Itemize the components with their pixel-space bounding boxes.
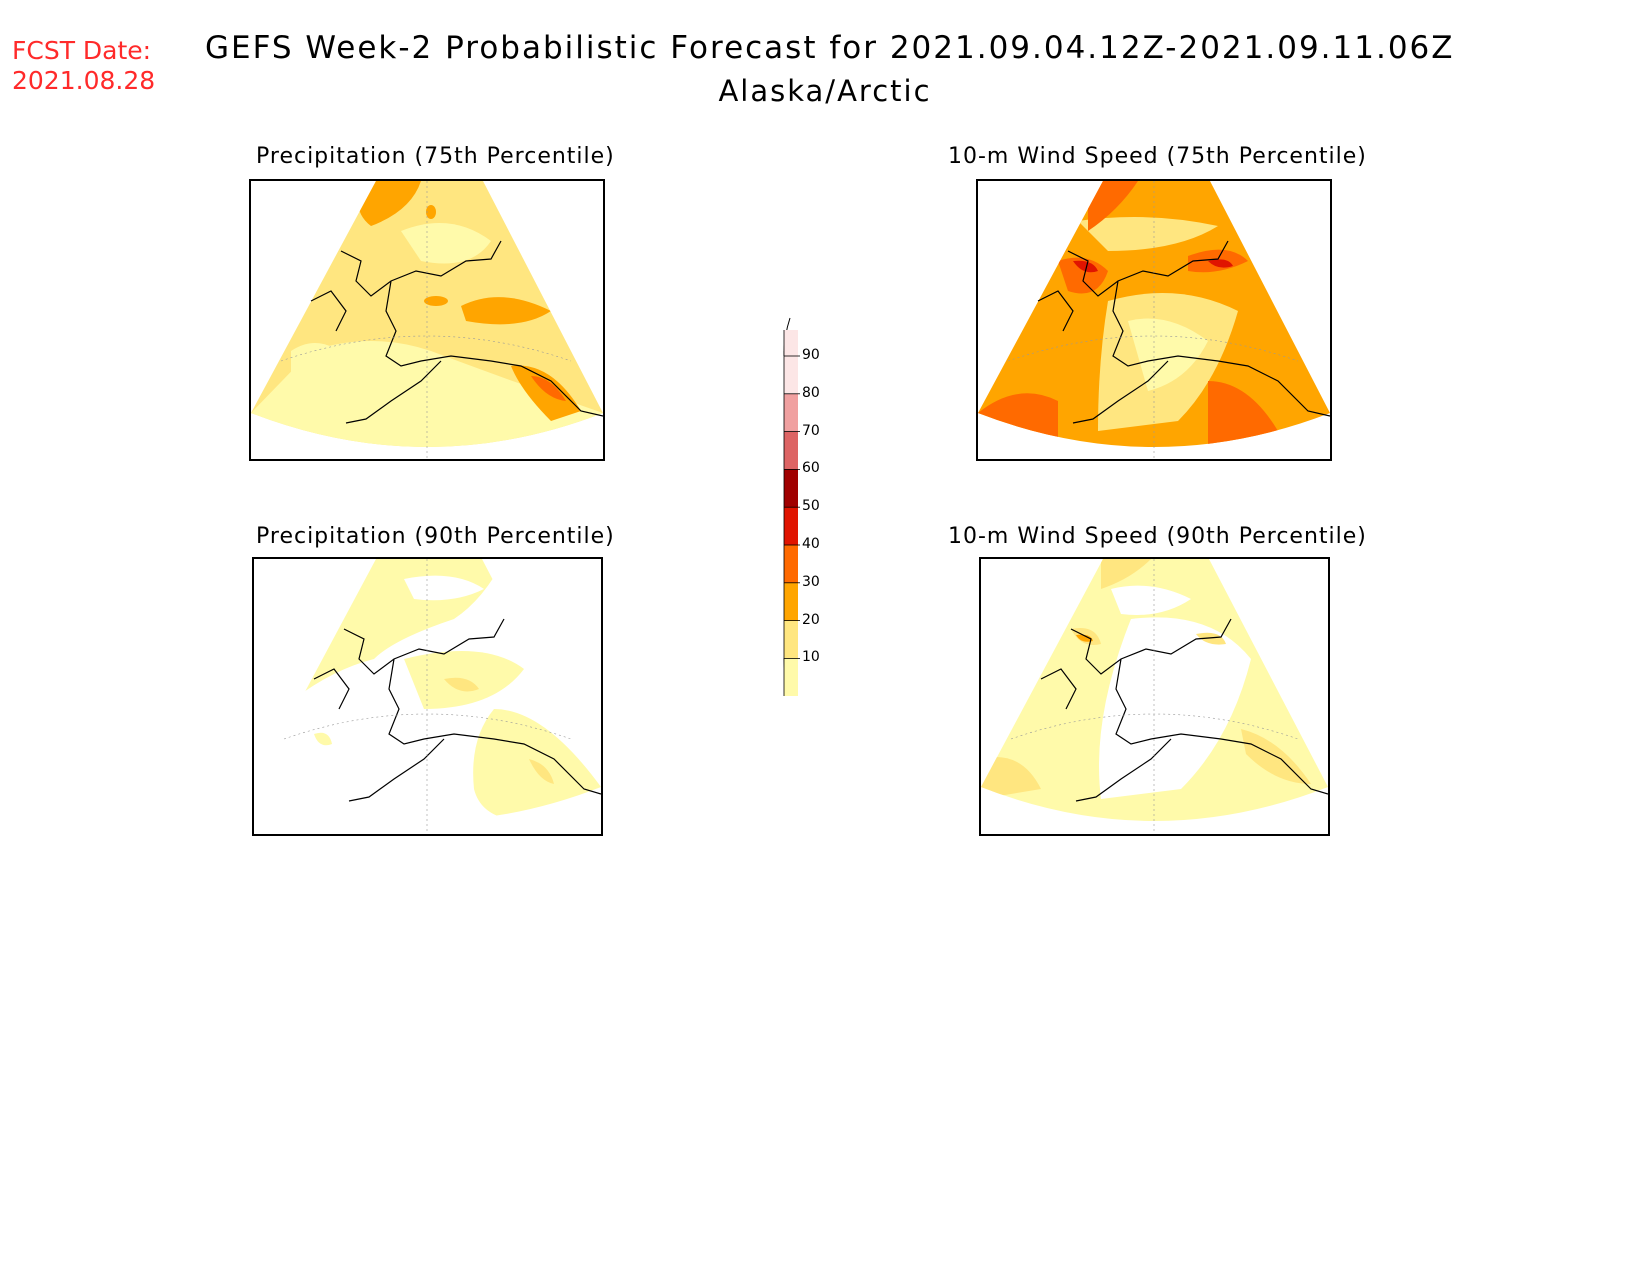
- legend-label: 30: [802, 573, 820, 590]
- legend-swatch: [784, 393, 798, 432]
- fcst-date-label: FCST Date:: [12, 36, 152, 65]
- legend-label: 60: [802, 460, 820, 477]
- legend-swatch-top: [784, 330, 798, 356]
- fcst-date-value: 2021.08.28: [12, 66, 156, 95]
- main-title: GEFS Week-2 Probabilistic Forecast for 2…: [205, 30, 1455, 66]
- region-title: Alaska/Arctic: [718, 74, 932, 108]
- map-wind-75: [976, 179, 1332, 461]
- map-precip-90: [252, 557, 603, 836]
- panel-title-wind-75: 10-m Wind Speed (75th Percentile): [948, 144, 1367, 169]
- panel-title-precip-75: Precipitation (75th Percentile): [256, 144, 615, 169]
- legend-swatch: [784, 431, 798, 470]
- legend-label: 10: [802, 649, 820, 666]
- panel-title-wind-90: 10-m Wind Speed (90th Percentile): [948, 524, 1367, 549]
- legend-label: 20: [802, 611, 820, 628]
- legend-swatch: [784, 545, 798, 583]
- map-wind-90: [979, 557, 1330, 836]
- legend-label: 50: [802, 498, 820, 515]
- fcst-date-block: FCST Date: 2021.08.28: [12, 36, 155, 96]
- legend-swatch: [784, 469, 798, 508]
- map-precip-75: [249, 179, 605, 461]
- panel-title-precip-90: Precipitation (90th Percentile): [256, 524, 615, 549]
- legend-label: 70: [802, 422, 820, 439]
- color-legend: 90 80 70 60 50 40 30 20 10: [776, 316, 856, 696]
- legend-swatch: [784, 658, 798, 696]
- legend-label: 40: [802, 536, 820, 552]
- legend-swatch: [784, 356, 798, 394]
- legend-label: 90: [802, 347, 820, 363]
- legend-swatch: [784, 620, 798, 659]
- legend-swatch: [784, 507, 798, 545]
- legend-swatch: [784, 582, 798, 621]
- legend-label: 80: [802, 384, 820, 401]
